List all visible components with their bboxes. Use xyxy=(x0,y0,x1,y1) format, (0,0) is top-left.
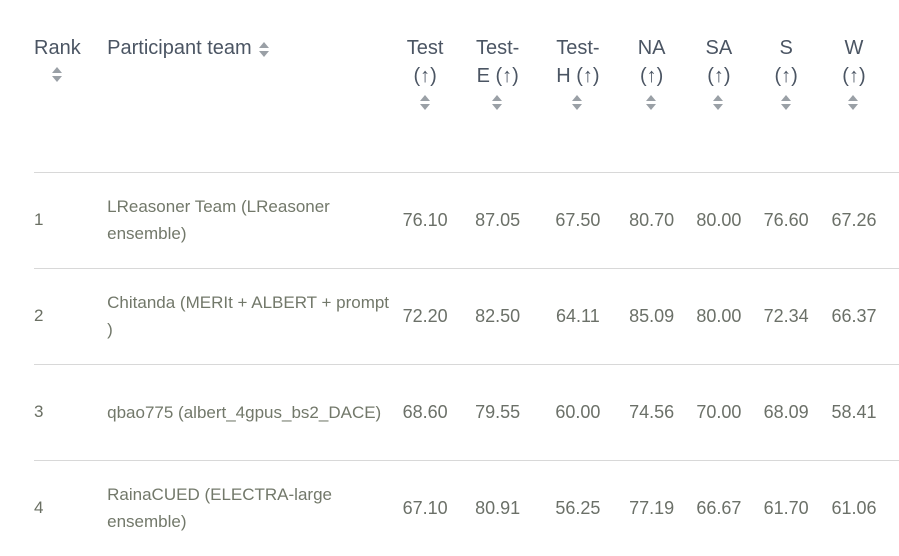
cell-w: 67.26 xyxy=(819,171,889,268)
column-header-participant-team[interactable]: Participant team xyxy=(107,0,393,172)
sort-updown-icon-test-h[interactable] xyxy=(572,95,583,110)
table-row[interactable]: 3 qbao775 (albert_4gpus_bs2_DACE) 68.60 … xyxy=(34,363,899,460)
cell-test-h: 64.11 xyxy=(537,267,618,364)
cell-test: 68.60 xyxy=(392,363,458,460)
sort-updown-icon-s[interactable] xyxy=(780,95,792,110)
column-header-test-h-line1: Test- xyxy=(556,37,600,59)
column-header-rank[interactable]: Rank xyxy=(34,0,107,172)
sort-updown-icon-w[interactable] xyxy=(848,95,859,110)
cell-w: 58.41 xyxy=(819,363,889,460)
cell-e: 84.62 xyxy=(888,267,899,364)
cell-test-h: 56.25 xyxy=(537,459,618,556)
cell-e: 84.62 xyxy=(888,171,899,268)
cell-s: 76.60 xyxy=(752,171,820,268)
column-header-test-e-line1: Test- xyxy=(476,37,520,59)
cell-test-h: 67.50 xyxy=(537,171,618,268)
cell-test: 76.10 xyxy=(392,171,458,268)
sort-updown-icon-test-e[interactable] xyxy=(492,95,503,110)
column-header-w-line1: W xyxy=(844,37,864,59)
table-header-row: Rank Participant team Test xyxy=(34,0,899,172)
cell-s: 68.09 xyxy=(752,363,820,460)
cell-e: 76.92 xyxy=(888,363,899,460)
cell-test-h: 60.00 xyxy=(537,363,618,460)
column-header-na[interactable]: NA (↑) xyxy=(618,0,685,172)
column-header-sa-line2: (↑) xyxy=(707,65,731,87)
cell-team: qbao775 (albert_4gpus_bs2_DACE) xyxy=(107,363,393,460)
table-row[interactable]: 2 Chitanda (MERIt + ALBERT + prompt ) 72… xyxy=(34,267,899,364)
column-header-test-h[interactable]: Test- H (↑) xyxy=(538,0,618,172)
cell-e: 76.92 xyxy=(888,459,899,556)
cell-na: 85.09 xyxy=(618,267,686,364)
table-header: Rank Participant team Test xyxy=(34,0,899,172)
column-header-e[interactable]: E (↑) xyxy=(888,0,899,172)
column-header-test-e-line2: E (↑) xyxy=(476,65,519,87)
table-row[interactable]: 1 LReasoner Team (LReasoner ensemble) 76… xyxy=(34,171,899,268)
column-header-sa[interactable]: SA (↑) xyxy=(685,0,752,172)
sort-updown-icon-participant-team[interactable] xyxy=(258,42,270,57)
cell-s: 61.70 xyxy=(752,459,820,556)
cell-rank: 1 xyxy=(34,171,108,268)
cell-sa: 66.67 xyxy=(685,459,753,556)
column-header-test[interactable]: Test (↑) xyxy=(393,0,458,172)
leaderboard-table: Rank Participant team Test xyxy=(34,0,899,556)
sort-updown-icon-test[interactable] xyxy=(419,95,431,110)
cell-test-e: 87.05 xyxy=(457,171,538,268)
cell-rank: 4 xyxy=(34,459,108,556)
column-header-w[interactable]: W (↑) xyxy=(820,0,888,172)
cell-rank: 2 xyxy=(34,267,108,364)
cell-test-e: 82.50 xyxy=(457,267,538,364)
column-header-w-line2: (↑) xyxy=(842,65,866,87)
cell-rank: 3 xyxy=(34,363,108,460)
column-header-sa-line1: SA xyxy=(705,37,733,59)
column-header-s-line1: S xyxy=(779,37,793,59)
cell-test-e: 79.55 xyxy=(457,363,538,460)
table-body: 1 LReasoner Team (LReasoner ensemble) 76… xyxy=(34,171,899,556)
cell-sa: 80.00 xyxy=(685,267,753,364)
column-header-s[interactable]: S (↑) xyxy=(753,0,820,172)
column-header-test-line1: Test xyxy=(406,37,444,59)
cell-team: LReasoner Team (LReasoner ensemble) xyxy=(107,171,393,268)
cell-na: 80.70 xyxy=(618,171,686,268)
column-header-na-line2: (↑) xyxy=(639,65,664,87)
cell-sa: 70.00 xyxy=(685,363,753,460)
sort-updown-icon-rank[interactable] xyxy=(51,67,63,82)
cell-s: 72.34 xyxy=(752,267,820,364)
column-header-participant-team-label: Participant team xyxy=(107,37,252,59)
cell-test: 72.20 xyxy=(392,267,458,364)
cell-test-e: 80.91 xyxy=(457,459,538,556)
column-header-test-e[interactable]: Test- E (↑) xyxy=(458,0,538,172)
cell-team: Chitanda (MERIt + ALBERT + prompt ) xyxy=(107,267,393,364)
column-header-test-h-line2: H (↑) xyxy=(556,65,600,87)
sort-updown-icon-sa[interactable] xyxy=(713,95,724,110)
cell-sa: 80.00 xyxy=(685,171,753,268)
cell-team: RainaCUED (ELECTRA-large ensemble) xyxy=(107,459,393,556)
cell-test: 67.10 xyxy=(392,459,458,556)
column-header-rank-label: Rank xyxy=(34,37,81,59)
cell-w: 61.06 xyxy=(819,459,889,556)
column-header-na-line1: NA xyxy=(637,37,666,59)
table-row[interactable]: 4 RainaCUED (ELECTRA-large ensemble) 67.… xyxy=(34,459,899,556)
cell-w: 66.37 xyxy=(819,267,889,364)
column-header-test-line2: (↑) xyxy=(413,65,437,87)
cell-na: 77.19 xyxy=(618,459,686,556)
cell-na: 74.56 xyxy=(618,363,686,460)
column-header-s-line2: (↑) xyxy=(774,65,798,87)
sort-updown-icon-na[interactable] xyxy=(646,95,657,110)
